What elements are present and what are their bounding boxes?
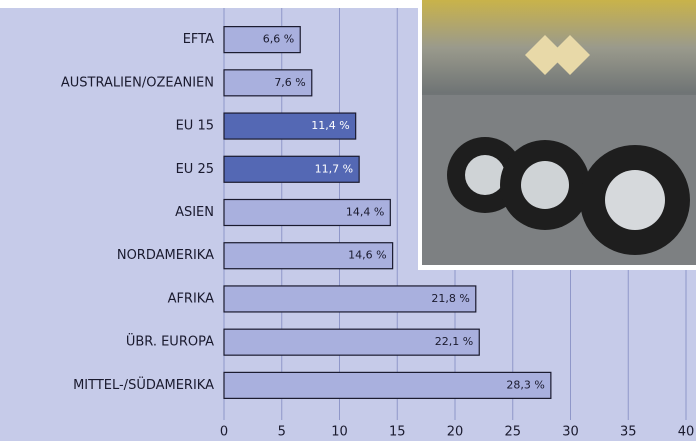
x-tick-label: 30 (562, 425, 579, 440)
value-label: 22,1 % (435, 335, 473, 348)
category-label: EFTA (183, 32, 214, 47)
value-label: 11,7 % (315, 162, 353, 175)
photo (418, 0, 696, 270)
category-label: NORDAMERIKA (117, 248, 214, 263)
x-tick-label: 20 (447, 425, 464, 440)
category-label: MITTEL-/SÜDAMERIKA (73, 376, 214, 393)
value-label: 21,8 % (431, 292, 469, 305)
value-label: 7,6 % (274, 76, 305, 89)
x-tick-label: 15 (389, 425, 406, 440)
x-tick-label: 40 (678, 425, 695, 440)
x-tick-label: 25 (504, 425, 521, 440)
category-label: ÜBR. EUROPA (126, 333, 214, 350)
value-label: 11,4 % (311, 119, 349, 132)
chart: 0 5 10 15 20 25 30 35 40 EFTA 6,6 % AUSTRALIEN/OZEA… (0, 0, 696, 441)
value-label: 6,6 % (263, 33, 294, 46)
category-label: AUSTRALIEN/OZEANIEN (61, 75, 214, 90)
bar (224, 372, 551, 398)
category-label: EU 15 (176, 119, 214, 134)
value-label: 28,3 % (506, 378, 544, 391)
x-tick-label: 10 (331, 425, 348, 440)
top-band (0, 0, 420, 8)
category-label: AFRIKA (168, 291, 215, 306)
x-tick-label: 35 (620, 425, 637, 440)
x-tick-label: 0 (220, 425, 228, 440)
value-label: 14,6 % (348, 249, 386, 262)
category-label: EU 25 (176, 162, 214, 177)
value-label: 14,4 % (346, 206, 384, 219)
category-label: ASIEN (175, 205, 214, 220)
x-tick-label: 5 (278, 425, 286, 440)
